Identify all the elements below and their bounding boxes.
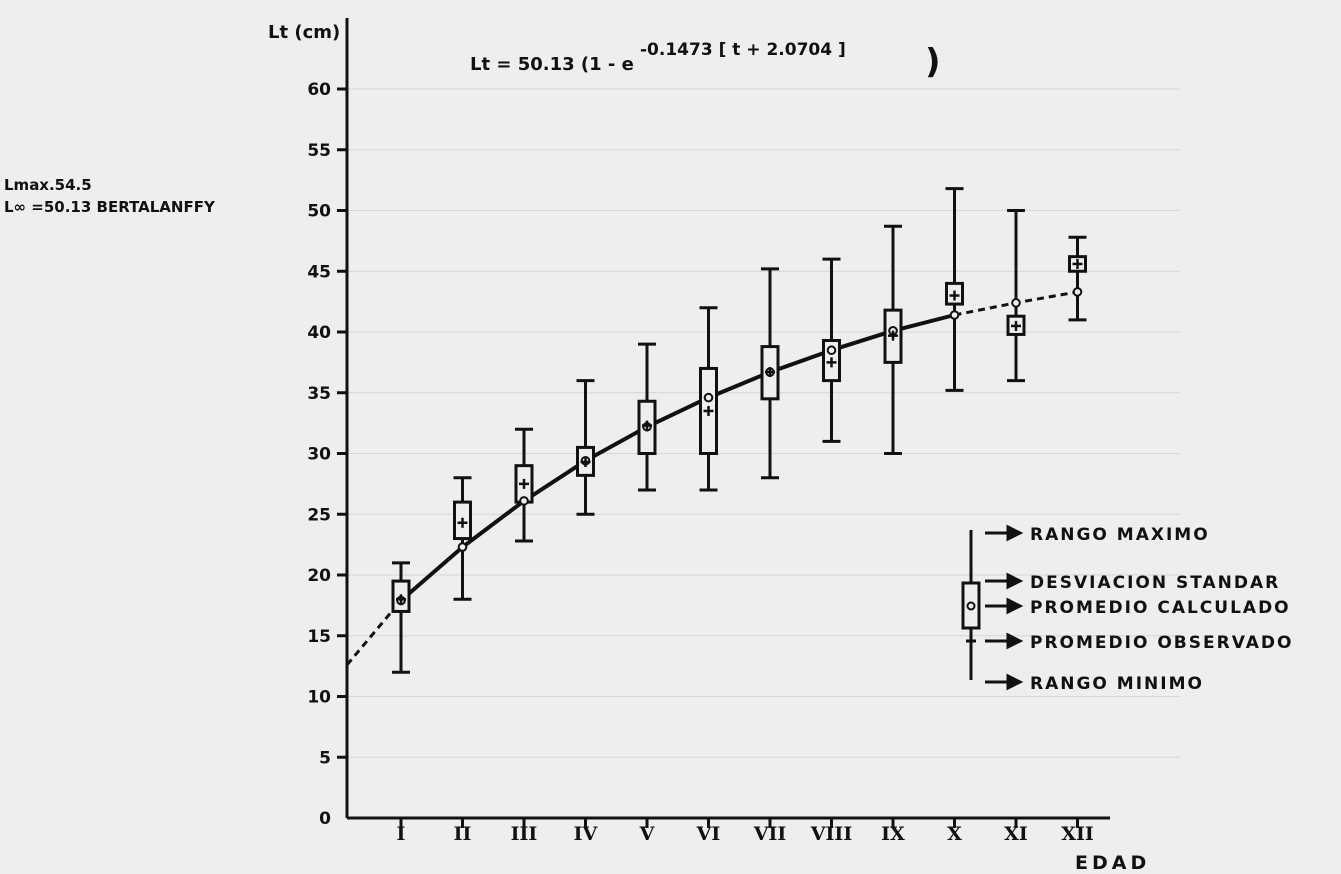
curve-solid bbox=[399, 313, 955, 603]
formula: Lt = 50.13 (1 - e -0.1473 [ t + 2.0704 ]… bbox=[470, 40, 941, 82]
box-III bbox=[514, 427, 534, 543]
x-tick-label: I bbox=[397, 823, 406, 845]
formula-exponent: -0.1473 [ t + 2.0704 ] bbox=[640, 40, 846, 60]
calculated-mean bbox=[826, 345, 837, 356]
note-linf: L∞ =50.13 BERTALANFFY bbox=[4, 198, 216, 216]
y-tick-label: 60 bbox=[307, 80, 331, 100]
calculated-mean bbox=[457, 542, 468, 552]
calculated-mean bbox=[1072, 287, 1083, 297]
legend-arrows bbox=[985, 524, 1024, 691]
box-VIII bbox=[822, 257, 841, 443]
box-plots bbox=[391, 187, 1087, 674]
gridlines bbox=[347, 88, 1180, 758]
y-tick-label: 45 bbox=[307, 262, 331, 282]
y-tick-label: 40 bbox=[307, 323, 331, 343]
formula-suffix: ) bbox=[925, 42, 941, 82]
box-XI bbox=[1006, 209, 1026, 383]
y-tick-label: 35 bbox=[307, 384, 331, 404]
x-tick-label: VII bbox=[753, 823, 787, 845]
y-tick-label: 5 bbox=[319, 748, 331, 768]
x-tick-label: VIII bbox=[810, 823, 853, 845]
y-tick-label: 25 bbox=[307, 505, 331, 525]
box-IV bbox=[576, 379, 595, 516]
y-tick-label: 30 bbox=[307, 445, 331, 465]
x-tick-label: III bbox=[511, 823, 538, 845]
box-V bbox=[637, 342, 657, 492]
x-tick-label: II bbox=[454, 823, 472, 845]
y-tick-label: 10 bbox=[307, 688, 331, 708]
calculated-mean bbox=[703, 392, 714, 403]
legend-desviacion-standar: DESVIACION STANDAR bbox=[1030, 573, 1280, 593]
axes bbox=[345, 18, 1110, 820]
y-ticks: 0 5 10 15 20 25 30 35 40 45 50 55 60 bbox=[307, 80, 347, 829]
note-lmax: Lmax.54.5 bbox=[4, 176, 92, 194]
y-tick-label: 20 bbox=[307, 566, 331, 586]
formula-prefix: Lt = 50.13 (1 - e bbox=[470, 54, 634, 75]
x-tick-label: X bbox=[947, 823, 962, 845]
y-axis-label: Lt (cm) bbox=[268, 22, 340, 43]
box-II bbox=[453, 476, 472, 601]
calculated-mean bbox=[519, 496, 529, 506]
x-tick-label: VI bbox=[696, 823, 721, 845]
legend-promedio-observado: PROMEDIO OBSERVADO bbox=[1030, 633, 1293, 653]
box-XII bbox=[1068, 235, 1087, 322]
legend-key-graphic bbox=[961, 530, 981, 680]
legend-rango-minimo: RANGO MINIMO bbox=[1030, 674, 1204, 694]
legend: RANGO MAXIMO DESVIACION STANDAR PROMEDIO… bbox=[961, 524, 1293, 694]
y-tick-label: 15 bbox=[307, 627, 331, 647]
y-tick-label: 0 bbox=[319, 809, 331, 829]
box-VI bbox=[699, 306, 718, 492]
curve-dashed-start bbox=[345, 599, 403, 666]
legend-rango-maximo: RANGO MAXIMO bbox=[1030, 525, 1210, 545]
box-VII bbox=[760, 267, 780, 480]
x-ticks: I II III IV V VI VII VIII IX X XI XII bbox=[397, 818, 1094, 845]
box-IX bbox=[883, 224, 903, 455]
calculated-mean bbox=[1011, 298, 1021, 308]
box-X bbox=[945, 187, 964, 392]
x-tick-label: XII bbox=[1061, 823, 1094, 845]
legend-promedio-calculado: PROMEDIO CALCULADO bbox=[1030, 598, 1291, 618]
x-tick-label: IX bbox=[881, 823, 905, 845]
x-tick-label: IV bbox=[574, 823, 599, 845]
x-axis-label: EDAD bbox=[1075, 852, 1150, 874]
x-tick-label: XI bbox=[1004, 823, 1028, 845]
box-I bbox=[391, 561, 411, 674]
x-tick-label: V bbox=[639, 823, 656, 845]
y-tick-label: 55 bbox=[307, 141, 331, 161]
y-tick-label: 50 bbox=[307, 202, 331, 222]
calculated-mean bbox=[949, 310, 960, 320]
